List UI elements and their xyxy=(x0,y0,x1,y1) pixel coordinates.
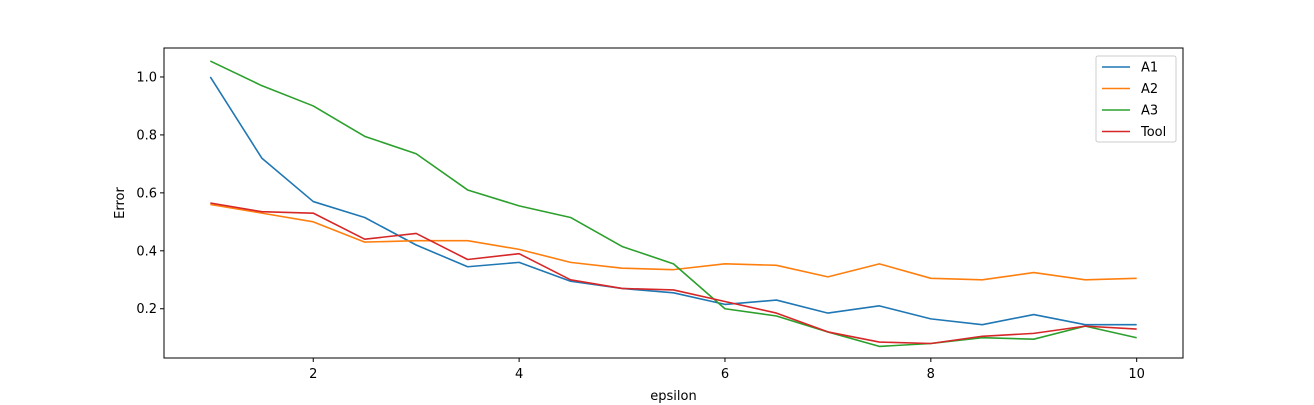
legend: A1 A2 A3 Tool xyxy=(1095,55,1177,143)
legend-entry-label: A3 xyxy=(1141,104,1158,119)
x-tick-label: 8 xyxy=(927,367,935,382)
y-axis-label: Error xyxy=(113,187,128,219)
series-line-a3 xyxy=(209,60,1137,348)
y-tick-label: 0.6 xyxy=(136,186,157,201)
legend-entry-label: A2 xyxy=(1141,82,1158,97)
x-tick-label: 2 xyxy=(309,367,317,382)
legend-entry-label: Tool xyxy=(1140,125,1166,140)
y-tick-label: 1.0 xyxy=(136,70,157,85)
legend-entry-label: A1 xyxy=(1141,61,1158,76)
x-tick-label: 10 xyxy=(1128,367,1145,382)
axis-ticks: 2 4 6 8 10 0.2 0.4 0.6 0.8 1.0 xyxy=(136,70,1145,382)
plot-frame xyxy=(163,47,1184,359)
y-tick-label: 0.4 xyxy=(136,244,157,259)
series-lines xyxy=(209,60,1137,348)
legend-box xyxy=(1095,55,1177,143)
y-tick-label: 0.2 xyxy=(136,302,157,317)
x-tick-label: 4 xyxy=(515,367,523,382)
series-line-tool xyxy=(210,202,1137,345)
x-axis-label: epsilon xyxy=(650,389,696,404)
series-line-a2 xyxy=(210,203,1137,281)
y-tick-label: 0.8 xyxy=(136,128,157,143)
x-tick-label: 6 xyxy=(721,367,729,382)
series-line-a1 xyxy=(209,76,1137,326)
